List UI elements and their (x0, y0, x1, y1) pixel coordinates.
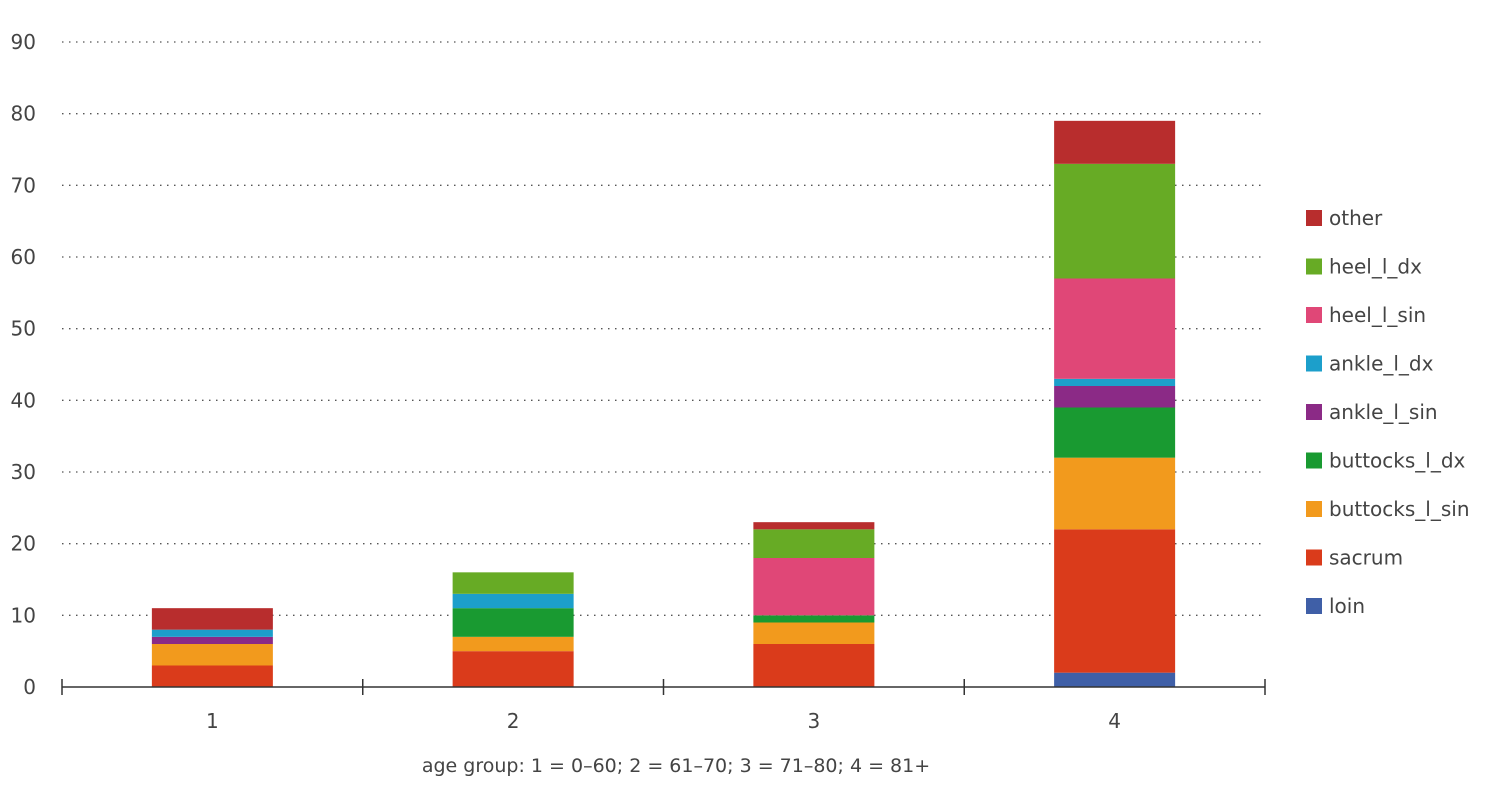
bar-segment-ankle_l_sin-4 (1054, 386, 1176, 408)
bar-segment-other-4 (1054, 120, 1176, 164)
bar-segment-ankle_l_dx-1 (151, 629, 273, 637)
legend-swatch-heel_l_sin (1306, 307, 1322, 323)
y-axis-tick-labels: 0 10 20 30 40 50 60 70 80 90 (11, 30, 36, 699)
bar-segment-heel_l_dx-2 (452, 572, 574, 594)
bar-segment-buttocks_l_dx-4 (1054, 407, 1176, 458)
x-tick-label: 3 (808, 709, 821, 733)
bar-segment-heel_l_dx-4 (1054, 163, 1176, 279)
bar-segment-ankle_l_sin-1 (151, 636, 273, 644)
bar-segment-sacrum-4 (1054, 529, 1176, 673)
legend: other heel_l_dx heel_l_sin ankle_l_dx ankle_… (1306, 206, 1470, 618)
legend-swatch-other (1306, 210, 1322, 226)
legend-label-other: other (1329, 206, 1383, 230)
y-tick-label: 50 (11, 317, 36, 341)
x-axis (61, 679, 1266, 695)
legend-label-ankle_l_dx: ankle_l_dx (1329, 352, 1434, 376)
bar-segment-ankle_l_dx-2 (452, 593, 574, 609)
legend-label-loin: loin (1329, 594, 1365, 618)
legend-label-heel_l_sin: heel_l_sin (1329, 303, 1426, 327)
x-tick-label: 4 (1108, 709, 1121, 733)
y-tick-label: 0 (23, 675, 36, 699)
legend-swatch-sacrum (1306, 549, 1322, 566)
bar-segment-loin-4 (1054, 672, 1176, 687)
y-tick-label: 40 (11, 388, 36, 412)
bar-segment-heel_l_sin-4 (1054, 278, 1176, 379)
bar-segment-heel_l_dx-3 (753, 529, 875, 558)
legend-swatch-loin (1306, 598, 1322, 614)
x-tick-label: 1 (206, 709, 219, 733)
bar-segment-other-1 (151, 608, 273, 630)
legend-label-heel_l_dx: heel_l_dx (1329, 255, 1422, 279)
y-tick-label: 30 (11, 460, 36, 484)
y-tick-label: 80 (11, 102, 36, 126)
legend-swatch-heel_l_dx (1306, 258, 1322, 275)
legend-label-buttocks_l_sin: buttocks_l_sin (1329, 497, 1470, 521)
bar-segment-heel_l_sin-3 (753, 558, 875, 616)
legend-swatch-buttocks_l_sin (1306, 501, 1322, 517)
y-tick-label: 60 (11, 245, 36, 269)
y-tick-label: 20 (11, 532, 36, 556)
x-axis-tick-labels: 1 2 3 4 (206, 709, 1121, 733)
x-tick-label: 2 (507, 709, 520, 733)
x-axis-label: age group: 1 = 0–60; 2 = 61–70; 3 = 71–8… (422, 755, 930, 777)
bar-segment-other-3 (753, 522, 875, 530)
legend-swatch-ankle_l_sin (1306, 404, 1322, 420)
bars-layer (151, 120, 1176, 687)
bar-segment-buttocks_l_dx-3 (753, 615, 875, 623)
bar-segment-sacrum-1 (151, 665, 273, 687)
bar-segment-sacrum-2 (452, 651, 574, 687)
bar-segment-buttocks_l_sin-2 (452, 636, 574, 652)
legend-swatch-buttocks_l_dx (1306, 452, 1322, 469)
y-tick-label: 70 (11, 173, 36, 197)
legend-swatch-ankle_l_dx (1306, 355, 1322, 372)
bar-segment-sacrum-3 (753, 644, 875, 687)
bar-segment-buttocks_l_sin-4 (1054, 457, 1176, 530)
bar-segment-buttocks_l_dx-2 (452, 608, 574, 637)
bar-segment-buttocks_l_sin-1 (151, 644, 273, 666)
legend-label-buttocks_l_dx: buttocks_l_dx (1329, 449, 1466, 473)
bar-segment-ankle_l_dx-4 (1054, 378, 1176, 386)
y-tick-label: 90 (11, 30, 36, 54)
bar-segment-buttocks_l_sin-3 (753, 622, 875, 644)
legend-label-ankle_l_sin: ankle_l_sin (1329, 400, 1438, 424)
y-tick-label: 10 (11, 603, 36, 627)
legend-label-sacrum: sacrum (1329, 546, 1403, 570)
